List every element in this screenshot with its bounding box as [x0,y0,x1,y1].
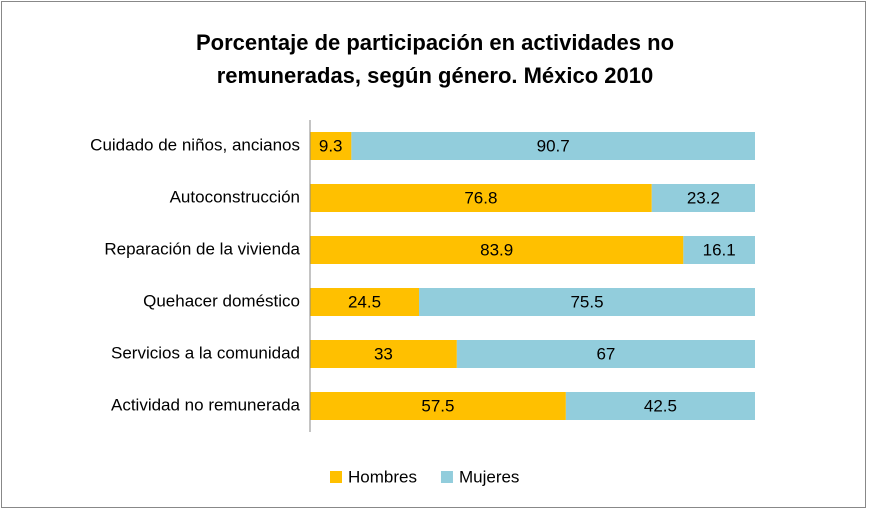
data-label: 76.8 [464,188,497,207]
legend-swatch [440,471,453,483]
bar-segment [456,340,755,368]
bar-segment [565,392,755,420]
bar-segment [310,392,566,420]
y-tick-label: Quehacer doméstico [143,291,300,310]
bar-segment [683,236,755,264]
data-label: 24.5 [348,292,381,311]
data-label: 57.5 [421,396,454,415]
bar-segment [651,184,755,212]
bar-segment [310,236,684,264]
bar-segment [310,132,352,160]
data-label: 67 [596,344,615,363]
y-tick-label: Reparación de la vivienda [104,239,300,258]
y-tick-label: Cuidado de niños, ancianos [90,135,300,154]
bar-segment [419,288,755,316]
y-tick-label: Actividad no remunerada [111,395,301,414]
data-label: 83.9 [480,240,513,259]
data-label: 75.5 [570,292,603,311]
y-tick-label: Autoconstrucción [170,187,300,206]
data-label: 16.1 [703,240,736,259]
legend-label: Mujeres [459,467,519,486]
chart-title: Porcentaje de participación en actividad… [195,30,675,88]
bar-segment [310,340,457,368]
data-label: 23.2 [687,188,720,207]
legend-label: Hombres [348,467,417,486]
data-label: 90.7 [537,136,570,155]
y-tick-label: Servicios a la comunidad [111,343,300,362]
bar-segment [351,132,755,160]
bar-segment [310,184,652,212]
bar-segment [310,288,420,316]
data-label: 33 [374,344,393,363]
legend-swatch [330,471,342,483]
data-label: 9.3 [319,136,343,155]
data-label: 42.5 [644,396,677,415]
